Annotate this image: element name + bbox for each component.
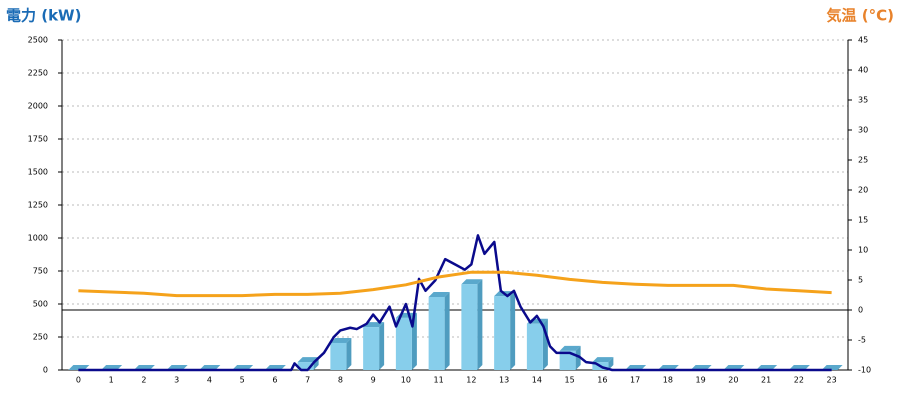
x-tick-label: 4 <box>207 376 212 385</box>
x-tick-label: 21 <box>761 376 771 385</box>
y-tick-label: 2500 <box>28 36 48 45</box>
x-tick-label: 11 <box>434 376 444 385</box>
line <box>78 270 832 298</box>
bar-side <box>575 345 581 370</box>
y-tick-label: 750 <box>33 267 48 276</box>
bar-top <box>297 357 319 363</box>
x-tick-label: 14 <box>532 376 542 385</box>
y2-tick-label: 20 <box>858 186 868 195</box>
y-tick-label: 0 <box>43 366 48 375</box>
bar <box>395 317 412 370</box>
y-tick-label: 1750 <box>28 135 48 144</box>
x-tick-label: 20 <box>728 376 738 385</box>
bar <box>494 296 511 370</box>
x-tick-label: 3 <box>174 376 179 385</box>
x-tick-label: 10 <box>401 376 411 385</box>
y2-tick-label: -10 <box>858 366 871 375</box>
y-tick-label: 500 <box>33 300 48 309</box>
bar <box>461 284 478 370</box>
y-axis-title: 電力 (kW) <box>6 7 81 25</box>
x-tick-label: 5 <box>240 376 245 385</box>
y2-tick-label: -5 <box>858 336 866 345</box>
bar-top <box>592 357 614 363</box>
bar <box>297 362 314 370</box>
bar <box>526 323 543 370</box>
bar-side <box>346 337 352 370</box>
bar-side <box>444 292 450 370</box>
bar-top <box>428 292 450 298</box>
x-tick-label: 22 <box>794 376 804 385</box>
x-tick-label: 17 <box>630 376 640 385</box>
y-tick-label: 1500 <box>28 168 48 177</box>
bar-side <box>477 279 483 370</box>
y-tick-label: 1000 <box>28 234 48 243</box>
x-tick-label: 13 <box>499 376 509 385</box>
x-tick-label: 12 <box>466 376 476 385</box>
bar <box>363 327 380 370</box>
bar-top <box>461 279 483 285</box>
x-tick-label: 18 <box>663 376 673 385</box>
y2-tick-label: 0 <box>858 306 863 315</box>
y2-tick-label: 25 <box>858 156 868 165</box>
y2-tick-label: 15 <box>858 216 868 225</box>
y2-axis-title: 気温 (°C) <box>827 7 894 25</box>
bar <box>428 297 445 370</box>
x-tick-label: 8 <box>338 376 343 385</box>
y-tick-label: 1250 <box>28 201 48 210</box>
y2-tick-label: 30 <box>858 126 868 135</box>
y2-tick-label: 35 <box>858 96 868 105</box>
y-tick-label: 250 <box>33 333 48 342</box>
x-tick-label: 16 <box>597 376 607 385</box>
y2-tick-label: 45 <box>858 36 868 45</box>
y-tick-label: 2250 <box>28 69 48 78</box>
bar-side <box>608 357 614 370</box>
x-tick-label: 6 <box>272 376 277 385</box>
y2-tick-label: 5 <box>858 276 863 285</box>
bar <box>559 350 576 370</box>
x-tick-label: 19 <box>696 376 706 385</box>
x-tick-label: 9 <box>371 376 376 385</box>
x-tick-label: 15 <box>565 376 575 385</box>
line <box>78 234 832 372</box>
y2-tick-label: 10 <box>858 246 868 255</box>
bar-top <box>330 337 352 343</box>
x-tick-label: 7 <box>305 376 310 385</box>
y-tick-label: 2000 <box>28 102 48 111</box>
bar-side <box>510 291 516 370</box>
x-tick-label: 0 <box>76 376 81 385</box>
x-tick-label: 2 <box>141 376 146 385</box>
bar-top <box>559 345 581 351</box>
bar-side <box>379 322 385 370</box>
bar <box>330 342 347 370</box>
y2-tick-label: 40 <box>858 66 868 75</box>
x-tick-label: 1 <box>109 376 114 385</box>
x-tick-label: 23 <box>827 376 837 385</box>
